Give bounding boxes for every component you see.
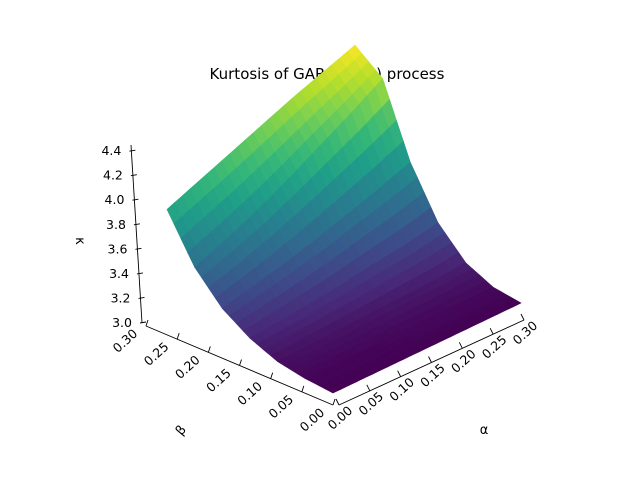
y-tick-label: 0.10	[234, 378, 265, 408]
z-tick-mark	[136, 272, 144, 275]
x-tick-mark	[366, 384, 371, 392]
x-tick-mark	[489, 327, 494, 335]
z-tick-label: 4.4	[101, 143, 121, 158]
x-tick-label: 0.20	[448, 346, 479, 376]
z-tick-label: 3.2	[111, 290, 131, 305]
y-tick-mark	[145, 319, 149, 327]
surface-facet	[325, 385, 342, 394]
z-tick-mark	[129, 149, 136, 152]
y-tick-label: 0.25	[141, 339, 172, 369]
x-tick-label: 0.00	[325, 403, 356, 433]
z-tick-mark	[135, 247, 142, 250]
z-tick-label: 4.0	[105, 192, 125, 207]
z-tick-mark	[138, 297, 145, 299]
z-axis-label: κ	[72, 237, 87, 245]
x-tick-mark	[428, 356, 432, 363]
surface-plot	[166, 44, 522, 394]
x-tick-label: 0.05	[355, 389, 386, 419]
z-axis-line	[130, 144, 143, 324]
y-tick-mark	[239, 359, 242, 366]
y-axis-label: β	[173, 423, 190, 439]
y-tick-mark	[176, 333, 180, 340]
y-tick-mark	[207, 346, 211, 353]
x-tick-label: 0.30	[510, 318, 541, 348]
z-tick-mark	[133, 223, 141, 226]
z-tick-mark	[139, 321, 147, 324]
z-tick-label: 3.6	[108, 241, 128, 256]
y-tick-label: 0.20	[172, 352, 203, 382]
x-tick-label: 0.25	[479, 332, 510, 362]
z-tick-label: 3.4	[109, 266, 129, 281]
y-tick-label: 0.00	[297, 405, 328, 435]
y-tick-label: 0.05	[265, 392, 296, 422]
y-tick-mark	[301, 385, 305, 392]
x-tick-label: 0.15	[417, 360, 448, 390]
z-tick-mark	[130, 174, 137, 177]
z-tick-label: 3.0	[112, 315, 132, 330]
y-tick-mark	[270, 372, 274, 379]
x-tick-mark	[335, 398, 340, 406]
x-tick-mark	[397, 370, 402, 377]
y-tick-mark	[332, 398, 336, 406]
z-tick-mark	[132, 198, 139, 201]
x-axis-label: α	[480, 423, 489, 438]
y-tick-label: 0.15	[203, 365, 234, 395]
z-tick-label: 4.2	[103, 168, 123, 183]
y-tick-label: 0.30	[110, 326, 141, 356]
x-tick-label: 0.10	[386, 374, 417, 404]
z-tick-label: 3.8	[106, 217, 126, 232]
x-tick-mark	[520, 313, 525, 321]
x-tick-mark	[458, 342, 463, 349]
